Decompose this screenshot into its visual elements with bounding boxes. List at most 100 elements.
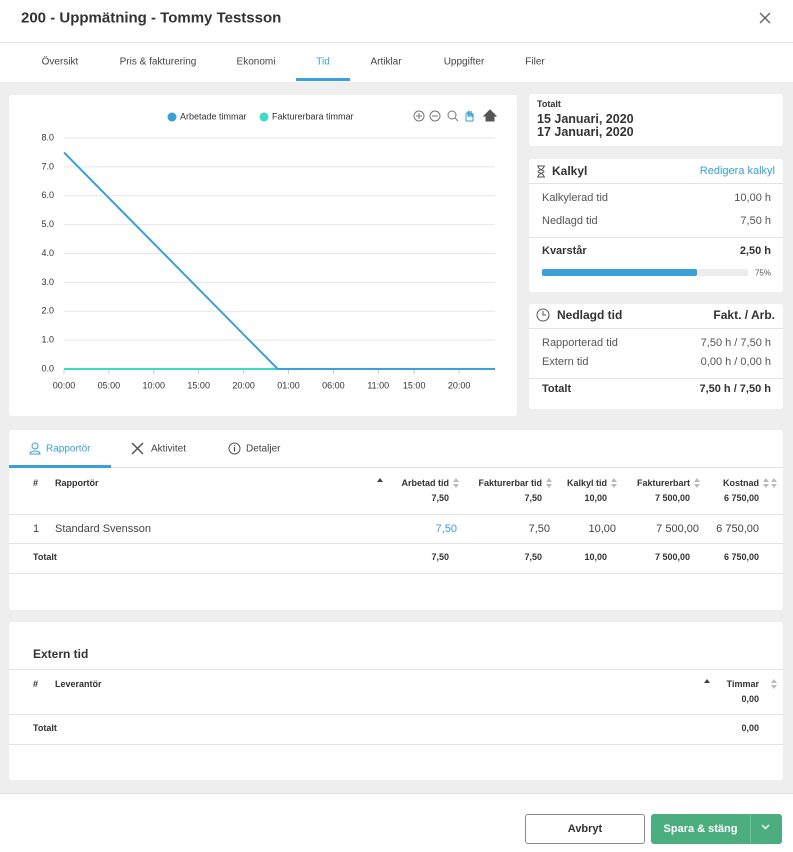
x-tick-label: 11:00 <box>367 380 389 390</box>
sort-icon[interactable] <box>763 478 769 482</box>
header-bar <box>0 0 793 82</box>
save-label[interactable]: Spara & stäng <box>663 823 738 835</box>
divider <box>529 378 783 379</box>
divider <box>529 328 783 329</box>
sort-icon[interactable] <box>546 484 552 488</box>
summary-label: Totalt <box>537 99 561 109</box>
sub-tab[interactable]: Aktivitet <box>151 443 187 455</box>
legend-marker <box>259 112 269 122</box>
sort-icon[interactable] <box>694 478 700 482</box>
divider <box>9 467 783 468</box>
remaining-label: Kvarstår <box>542 245 587 257</box>
column-header[interactable]: Fakturerbar tid <box>478 478 542 488</box>
column-header[interactable]: Fakturerbart <box>636 478 690 488</box>
sub-tab[interactable]: Detaljer <box>246 443 281 455</box>
x-tick-label: 10:00 <box>143 380 166 390</box>
date: 15 Januari, 2020 <box>537 112 634 126</box>
row-value: 7,50 h / 7,50 h <box>700 337 771 349</box>
zoom[interactable] <box>447 110 457 120</box>
cell: Standard Svensson <box>55 523 152 535</box>
row-label: Rapporterad tid <box>542 337 618 349</box>
total-cell: 7,50 <box>431 552 449 562</box>
sort-icon[interactable] <box>771 484 777 488</box>
y-tick-label: 8.0 <box>41 132 54 142</box>
cancel-label[interactable]: Avbryt <box>567 823 603 835</box>
tab[interactable]: Översikt <box>41 56 79 68</box>
row-value: 0,00 h / 0,00 h <box>700 356 771 368</box>
column-header[interactable]: Timmar <box>726 679 759 689</box>
column-header[interactable]: Kostnad <box>723 478 759 488</box>
report-panel <box>9 430 783 610</box>
total-cell: 7 500,00 <box>654 552 690 562</box>
total-label: Totalt <box>33 552 57 562</box>
sort-icon[interactable] <box>771 478 777 482</box>
x-tick-label: 15:00 <box>403 380 426 390</box>
tools-icon <box>131 442 144 455</box>
sort-icon[interactable] <box>694 484 700 488</box>
y-tick-label: 0.0 <box>41 363 54 373</box>
x-tick-label: 20:00 <box>232 380 255 390</box>
x-tick-label: 00:00 <box>53 380 76 390</box>
sort-icon[interactable] <box>771 685 777 689</box>
sort-indicator <box>704 679 710 683</box>
column-sum: 7,50 <box>431 493 449 503</box>
sub-tab[interactable]: Rapportör <box>46 443 91 455</box>
total-cell: 0,00 <box>741 723 759 733</box>
sort-icon[interactable] <box>611 478 617 482</box>
column-sum: 0,00 <box>741 694 759 704</box>
cancel-button[interactable] <box>525 814 645 844</box>
tab[interactable]: Tid <box>316 56 330 68</box>
sort-icon[interactable] <box>546 478 552 482</box>
column-header[interactable]: Arbetad tid <box>401 478 449 488</box>
zoom-in[interactable] <box>413 110 425 122</box>
cell[interactable]: 7,50 <box>435 523 457 535</box>
section-title: Extern tid <box>33 647 89 661</box>
cell: 10,00 <box>588 523 616 535</box>
date: 17 Januari, 2020 <box>537 125 634 139</box>
save-button[interactable] <box>651 814 782 844</box>
dialog-title: 200 - Uppmätning - Tommy Testsson <box>21 9 282 27</box>
home[interactable] <box>482 109 498 122</box>
zoom-out[interactable] <box>429 110 441 122</box>
dropdown-arrow[interactable] <box>761 824 770 830</box>
y-tick-label: 1.0 <box>41 335 54 345</box>
sort-icon[interactable] <box>763 484 769 488</box>
tab[interactable]: Filer <box>525 56 545 68</box>
series-line <box>63 151 495 370</box>
tab[interactable]: Artiklar <box>370 56 402 68</box>
row-label: Kalkylerad tid <box>542 192 609 204</box>
tab[interactable]: Uppgifter <box>443 56 485 68</box>
x-tick-label: 06:00 <box>322 380 345 390</box>
divider <box>9 514 783 515</box>
progress-label: 75% <box>754 268 771 278</box>
sort-icon[interactable] <box>453 484 459 488</box>
chart-panel: 0.0 1.0 2.0 3.0 4.0 5.0 6.0 7.0 8.0 00:00 05:00 10:… <box>9 95 517 416</box>
row-label: Extern tid <box>542 356 589 368</box>
column-header: # <box>33 679 39 689</box>
tab[interactable]: Ekonomi <box>236 56 276 68</box>
hourglass-icon <box>537 165 545 178</box>
tab[interactable]: Pris & fakturering <box>119 56 197 68</box>
column-sum: 6 750,00 <box>723 493 759 503</box>
y-tick-label: 7.0 <box>41 161 54 171</box>
legend-label: Arbetade timmar <box>180 111 247 121</box>
column-header[interactable]: Kalkyl tid <box>566 478 607 488</box>
x-tick-label: 15:00 <box>187 380 210 390</box>
edit-link[interactable]: Redigera kalkyl <box>699 165 775 177</box>
sort-icon[interactable] <box>611 484 617 488</box>
sort-icon[interactable] <box>771 679 777 683</box>
y-tick-label: 4.0 <box>41 248 54 258</box>
pan[interactable] <box>465 110 474 122</box>
column-header[interactable]: Leverantör <box>55 679 102 689</box>
divider <box>529 237 783 238</box>
extern-panel <box>9 622 783 780</box>
column-header[interactable]: Rapportör <box>55 478 99 488</box>
legend-label: Fakturerbara timmar <box>272 111 354 121</box>
sort-icon[interactable] <box>453 478 459 482</box>
remaining-value: 2,50 h <box>739 245 771 257</box>
close-button[interactable] <box>759 12 771 24</box>
total-label: Totalt <box>33 723 57 733</box>
divider <box>9 573 783 574</box>
x-tick-label: 20:00 <box>448 380 471 390</box>
